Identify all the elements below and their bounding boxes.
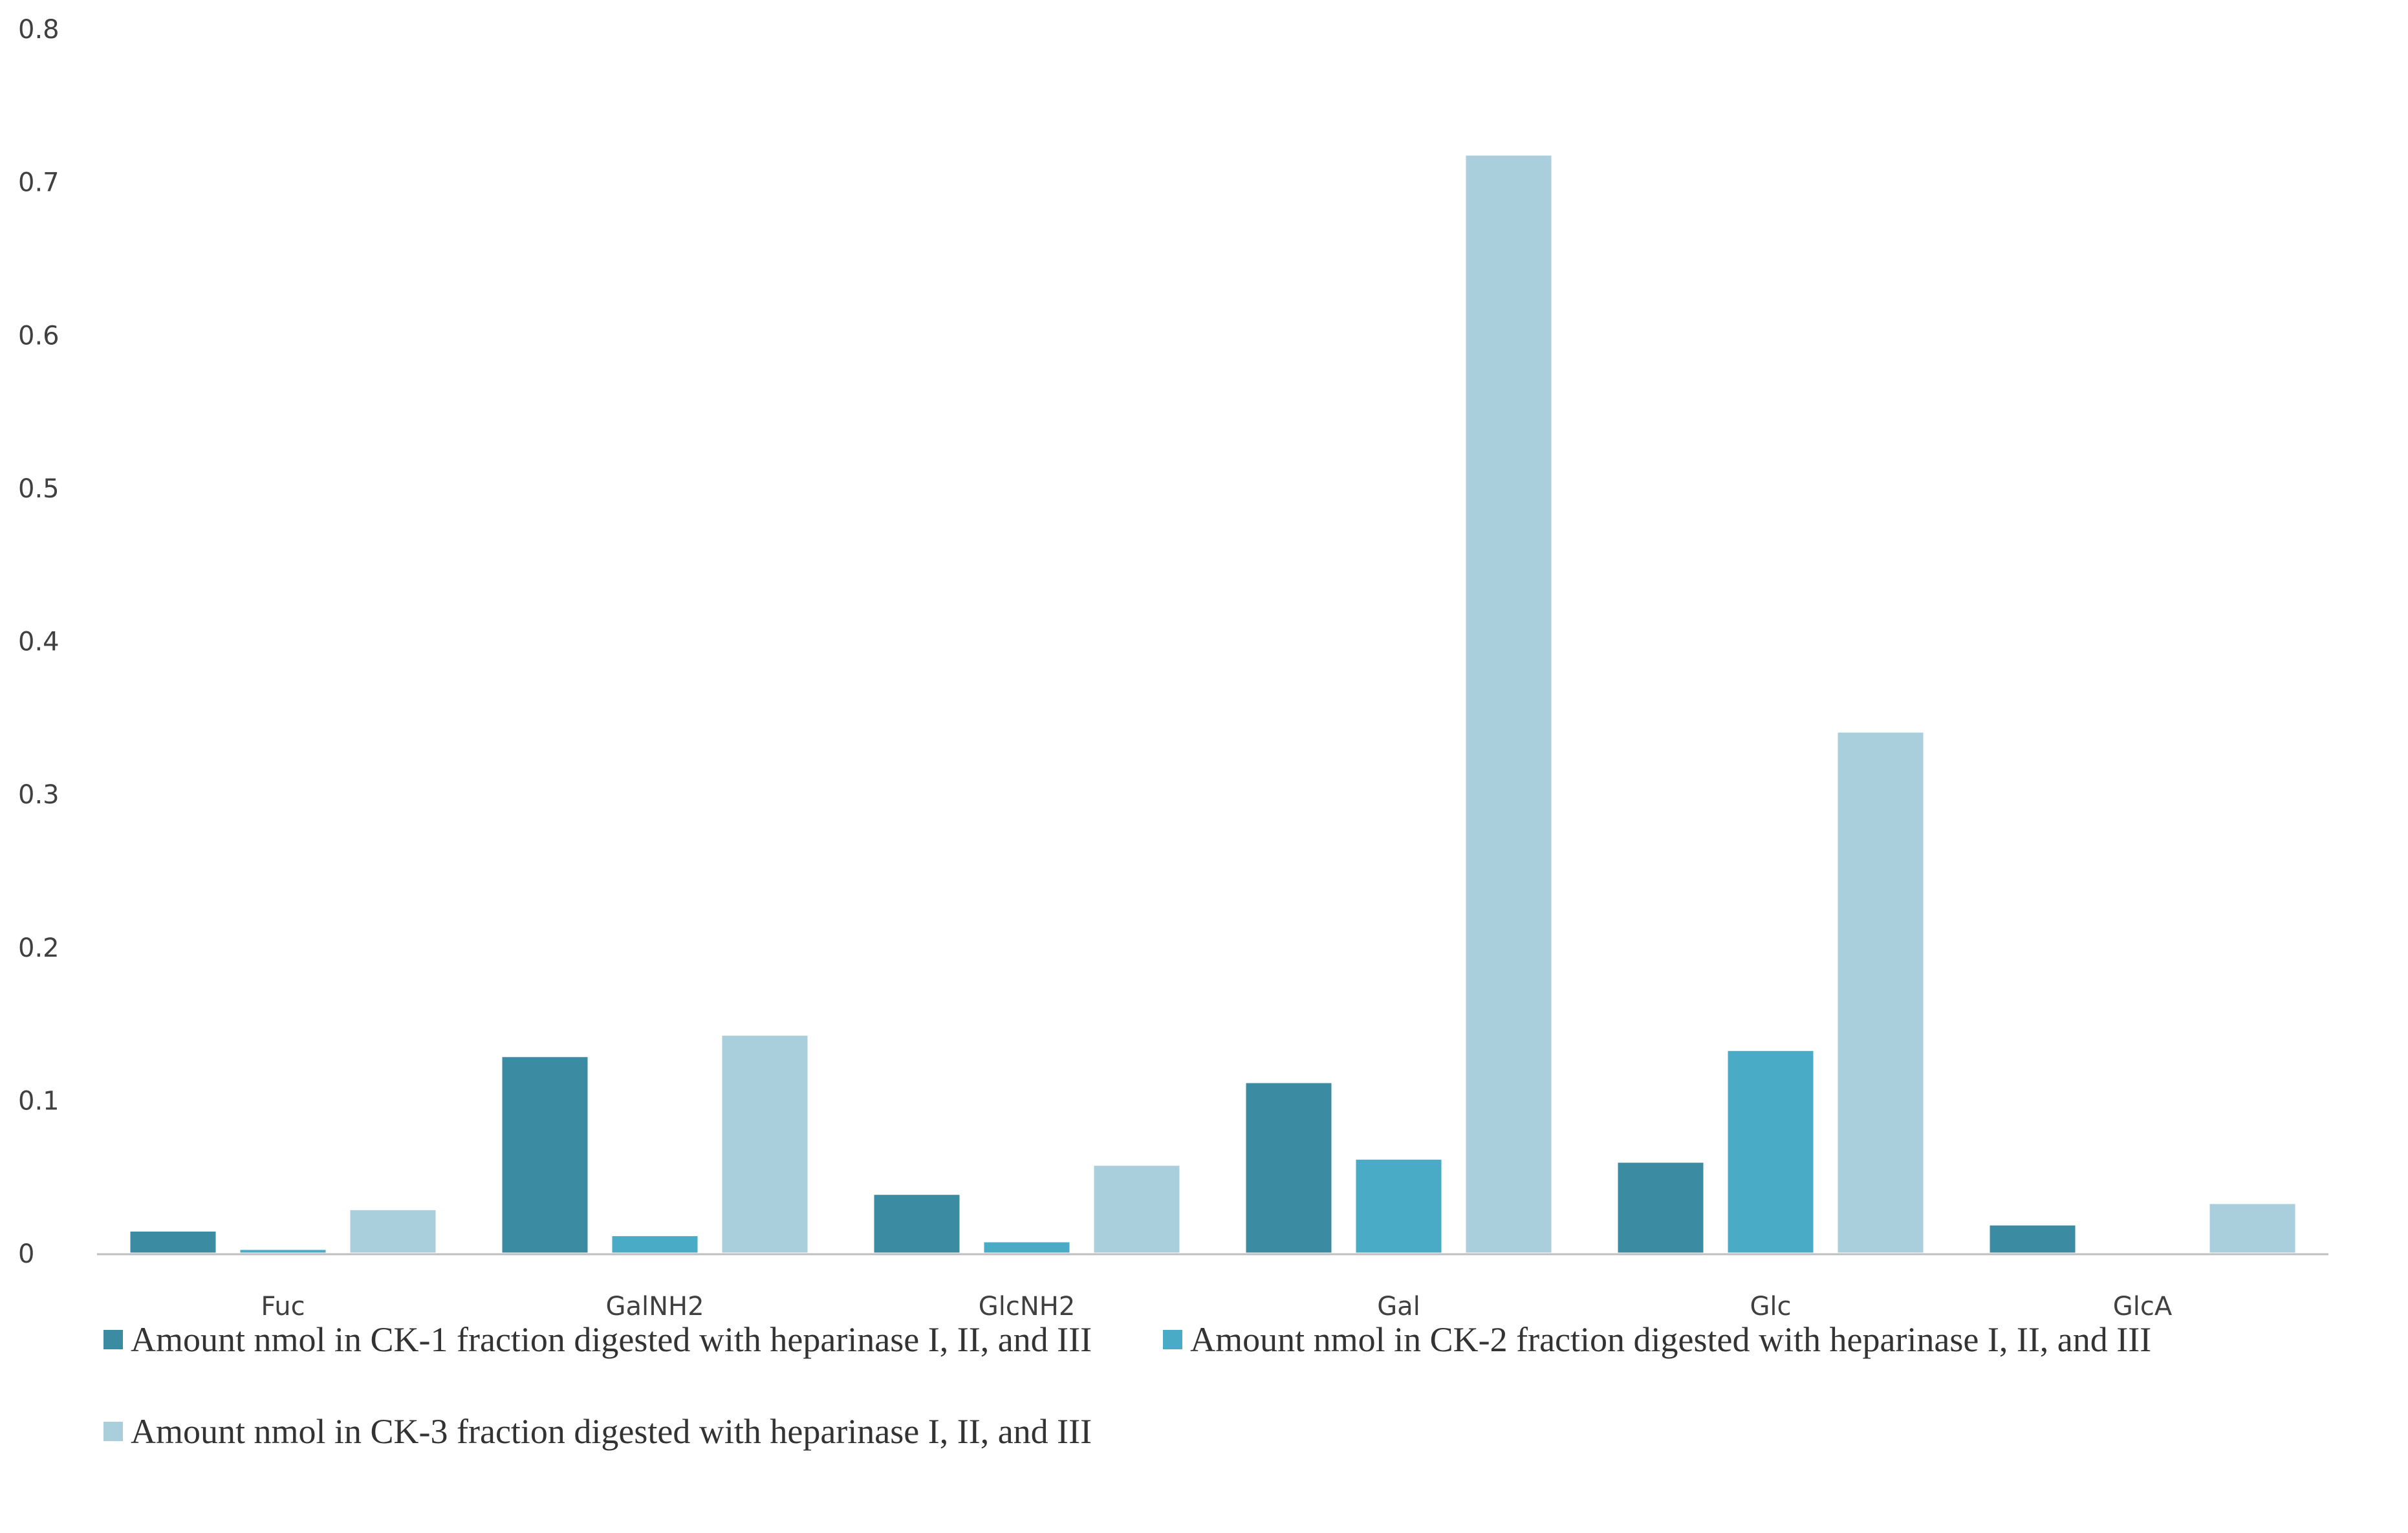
legend-swatch (103, 1330, 123, 1349)
bar-glca-series-1 (1988, 1223, 2077, 1255)
bar-gal-series-2 (1354, 1157, 1444, 1255)
x-tick-label: Fuc (261, 1292, 305, 1321)
y-tick-label: 0.8 (18, 15, 60, 45)
bar-fuc-series-2 (238, 1248, 328, 1255)
bar-glcnh2-series-2 (982, 1240, 1072, 1255)
x-axis-ticks: Fuc GalNH2 GlcNH2 Gal Glc GlcA (261, 1292, 2172, 1321)
legend-item-series-3: Amount nmol in CK-3 fraction digested wi… (103, 1411, 1092, 1451)
bar-fuc-series-1 (128, 1230, 218, 1255)
legend: Amount nmol in CK-1 fraction digested wi… (103, 1320, 2380, 1451)
y-axis-ticks: 0 0.1 0.2 0.3 0.4 0.5 0.6 0.7 0.8 (18, 15, 60, 1269)
y-tick-label: 0.4 (18, 627, 60, 657)
x-tick-label: GlcA (2113, 1292, 2173, 1321)
y-tick-label: 0.3 (18, 780, 60, 810)
y-tick-label: 0.2 (18, 933, 60, 963)
bar-galnh2-series-3 (720, 1034, 810, 1255)
legend-swatch (1163, 1330, 1183, 1349)
x-tick-label: GlcNH2 (979, 1292, 1076, 1321)
bar-glcnh2-series-1 (872, 1193, 962, 1255)
x-tick-label: GalNH2 (605, 1292, 704, 1321)
bar-glca-series-3 (2207, 1202, 2297, 1255)
bar-galnh2-series-1 (500, 1055, 590, 1255)
bar-gal-series-3 (1464, 153, 1554, 1255)
legend-label: Amount nmol in CK-3 fraction digested wi… (131, 1412, 1092, 1451)
x-tick-label: Glc (1750, 1292, 1791, 1321)
y-tick-label: 0 (18, 1239, 34, 1269)
y-tick-label: 0.7 (18, 168, 60, 198)
legend-swatch (103, 1422, 123, 1441)
legend-label: Amount nmol in CK-2 fraction digested wi… (1190, 1320, 2152, 1359)
bars (128, 153, 2297, 1255)
legend-label: Amount nmol in CK-1 fraction digested wi… (131, 1320, 1092, 1359)
bar-glc-series-3 (1836, 730, 1925, 1255)
y-tick-label: 0.5 (18, 474, 60, 504)
bar-glc-series-2 (1726, 1049, 1816, 1255)
legend-item-series-1: Amount nmol in CK-1 fraction digested wi… (103, 1320, 1092, 1360)
bar-fuc-series-3 (348, 1208, 438, 1255)
legend-item-series-2: Amount nmol in CK-2 fraction digested wi… (1163, 1320, 2151, 1360)
bar-gal-series-1 (1244, 1081, 1334, 1255)
bar-glcnh2-series-3 (1092, 1164, 1182, 1255)
x-tick-label: Gal (1377, 1292, 1420, 1321)
bar-glc-series-1 (1616, 1160, 1706, 1255)
y-tick-label: 0.6 (18, 321, 60, 351)
y-tick-label: 0.1 (18, 1086, 60, 1116)
bar-galnh2-series-2 (610, 1234, 700, 1255)
